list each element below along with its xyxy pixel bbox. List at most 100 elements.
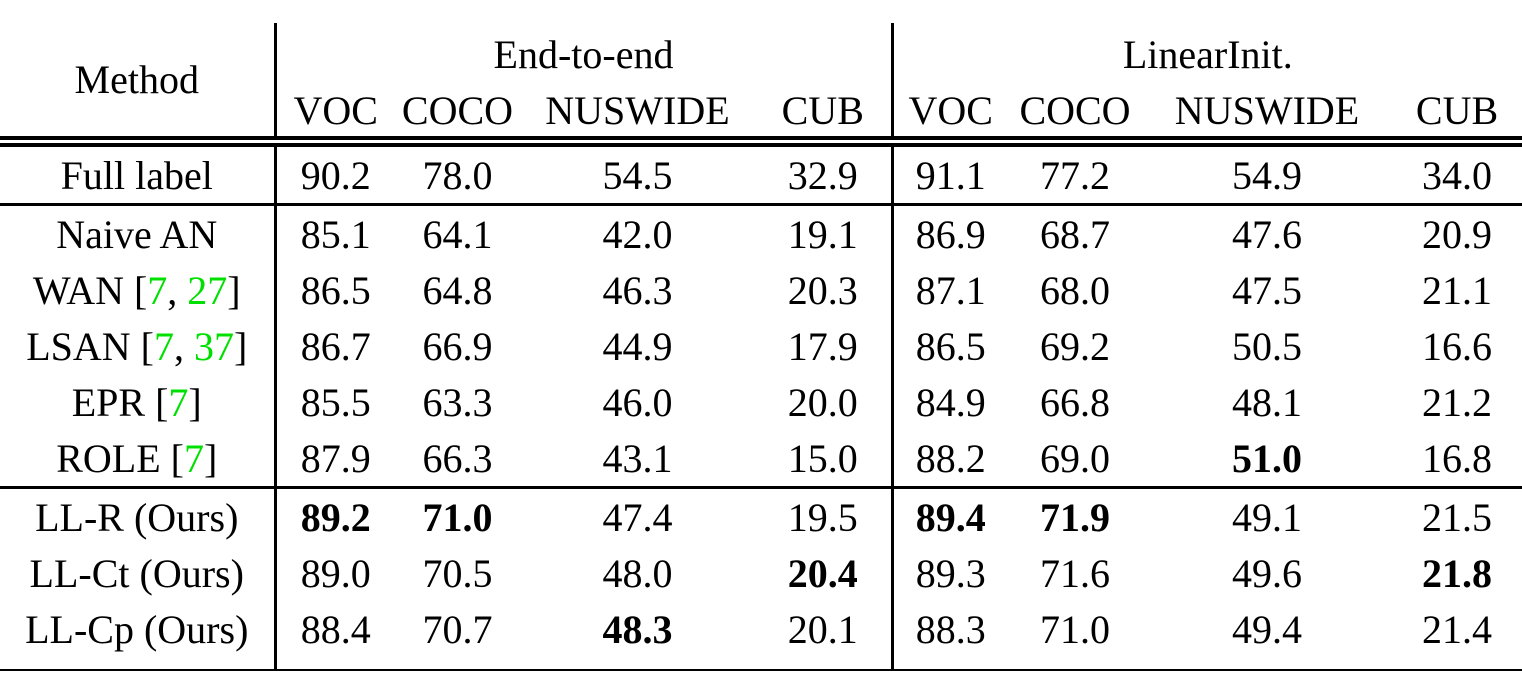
value-cell: 20.9	[1422, 211, 1493, 257]
table-header: Method End-to-end LinearInit. VOC COCO N…	[0, 23, 1522, 147]
value-cell: 86.5	[300, 267, 371, 313]
value-cell: 64.1	[422, 211, 493, 257]
value-cell: 17.9	[755, 318, 894, 374]
value-cell: 21.1	[1422, 267, 1493, 313]
value-cell: 46.3	[602, 267, 673, 313]
value-cell: 71.6	[1040, 550, 1111, 596]
value-cell: 15.0	[755, 430, 894, 489]
value-cell: 84.9	[915, 379, 986, 425]
value-cell: 87.9	[275, 430, 395, 489]
table-row: LL-Ct (Ours) 89.0 70.5 48.0 20.4 89.3 71.6 49.6…	[0, 545, 1522, 601]
value-cell: 48.1	[1232, 379, 1303, 425]
table-row: Full label 90.2 78.0 54.5 32.9 91.1 77.2 54.9 34…	[0, 141, 1522, 206]
method-cell: LL-R (Ours)	[0, 487, 277, 545]
value-cell: 42.0	[602, 211, 673, 257]
value-cell: 49.1	[1232, 494, 1303, 540]
dataset-column-header-voc-e2e: VOC	[275, 85, 395, 147]
group-header-end-to-end: End-to-end	[275, 23, 894, 85]
method-cell: ROLE [7]	[0, 430, 277, 489]
value-cell: 44.9	[602, 323, 673, 369]
value-cell: 85.1	[300, 211, 371, 257]
method-label: Full label	[60, 152, 213, 198]
citation-ref[interactable]: 37	[193, 323, 234, 369]
dataset-column-header-coco-e2e: COCO	[395, 85, 520, 147]
method-label: ROLE [	[56, 435, 184, 481]
value-cell: 21.5	[1422, 494, 1493, 540]
value-cell: 43.1	[520, 430, 755, 489]
value-cell: 88.4	[275, 601, 395, 671]
method-cell: EPR [7]	[0, 374, 277, 430]
value-cell: 49.6	[1232, 550, 1303, 596]
dataset-column-header-nuswide-li: NUSWIDE	[1142, 85, 1393, 147]
citation-ref[interactable]: 7	[183, 435, 204, 481]
value-cell: 54.5	[520, 141, 755, 206]
method-label: LL-Cp (Ours)	[25, 606, 249, 652]
value-cell: 16.6	[1422, 323, 1493, 369]
value-cell: 86.7	[300, 323, 371, 369]
method-cell: LSAN [7, 37]	[0, 318, 277, 374]
value-cell: 87.1	[915, 267, 986, 313]
table-row: LL-Cp (Ours) 88.4 70.7 48.3 20.1 88.3 71.0 49.4…	[0, 601, 1522, 671]
value-cell: 48.3	[520, 601, 755, 671]
value-cell: 20.3	[755, 262, 894, 318]
value-cell: 66.9	[422, 323, 493, 369]
dataset-header-row: VOC COCO NUSWIDE CUB VOC COCO NUSWIDE CU…	[0, 85, 1522, 147]
method-label: LSAN [	[26, 323, 154, 369]
value-cell: 20.4	[755, 545, 894, 601]
value-cell: 47.6	[1232, 211, 1303, 257]
value-cell: 71.9	[1040, 494, 1111, 540]
method-label: ,	[173, 323, 194, 369]
table-row: LL-R (Ours) 89.2 71.0 47.4 19.5 89.4 71.9 49.1 2…	[0, 487, 1522, 545]
table-row: LSAN [7, 37] 86.7 66.9 44.9 17.9 86.5 69.2 50.5…	[0, 318, 1522, 374]
method-label: ,	[167, 267, 188, 313]
table-row: EPR [7] 85.5 63.3 46.0 20.0 84.9 66.8 48.1 21.2	[0, 374, 1522, 430]
value-cell: 64.8	[422, 267, 493, 313]
method-label: EPR [	[71, 379, 169, 425]
value-cell: 68.0	[1040, 267, 1111, 313]
value-cell: 21.8	[1422, 550, 1493, 596]
method-label: LL-R (Ours)	[35, 494, 239, 540]
value-cell: 69.0	[1008, 430, 1143, 489]
value-cell: 47.5	[1232, 267, 1303, 313]
citation-ref[interactable]: 7	[153, 323, 174, 369]
value-cell: 88.2	[892, 430, 1009, 489]
value-cell: 89.0	[300, 550, 371, 596]
value-cell: 77.2	[1008, 141, 1143, 206]
method-cell: LL-Cp (Ours)	[0, 601, 277, 671]
value-cell: 32.9	[755, 141, 894, 206]
table-row: Naive AN 85.1 64.1 42.0 19.1 86.9 68.7 47.6 20.9	[0, 204, 1522, 262]
citation-ref[interactable]: 7	[168, 379, 189, 425]
value-cell: 20.1	[755, 601, 894, 671]
dataset-column-header-cub-e2e: CUB	[755, 85, 894, 147]
value-cell: 78.0	[395, 141, 520, 206]
method-label: Naive AN	[56, 211, 218, 257]
group-header-linear-init: LinearInit.	[1122, 31, 1293, 77]
value-cell: 20.0	[755, 374, 894, 430]
value-cell: 90.2	[275, 141, 395, 206]
method-cell: WAN [7, 27]	[0, 262, 277, 318]
dataset-column-header-voc-li: VOC	[892, 85, 1009, 147]
citation-ref[interactable]: 27	[187, 267, 228, 313]
dataset-column-header-nuswide-e2e: NUSWIDE	[520, 85, 755, 147]
citation-ref[interactable]: 7	[147, 267, 168, 313]
value-cell: 46.0	[602, 379, 673, 425]
method-label: WAN [	[32, 267, 148, 313]
value-cell: 21.4	[1392, 601, 1522, 671]
method-cell: Naive AN	[0, 204, 277, 262]
value-cell: 21.2	[1422, 379, 1493, 425]
value-cell: 48.0	[602, 550, 673, 596]
value-cell: 71.0	[1008, 601, 1143, 671]
value-cell: 69.2	[1040, 323, 1111, 369]
value-cell: 50.5	[1232, 323, 1303, 369]
value-cell: 91.1	[892, 141, 1009, 206]
value-cell: 34.0	[1392, 141, 1522, 206]
value-cell: 63.3	[422, 379, 493, 425]
results-table: Method End-to-end LinearInit. VOC COCO N…	[0, 23, 1522, 671]
value-cell: 86.5	[915, 323, 986, 369]
table-row: ROLE [7] 87.9 66.3 43.1 15.0 88.2 69.0 51.0 16.8	[0, 430, 1522, 489]
method-label: ]	[203, 435, 218, 481]
value-cell: 88.3	[892, 601, 1009, 671]
value-cell: 51.0	[1142, 430, 1393, 489]
value-cell: 49.4	[1142, 601, 1393, 671]
value-cell: 47.4	[602, 494, 673, 540]
